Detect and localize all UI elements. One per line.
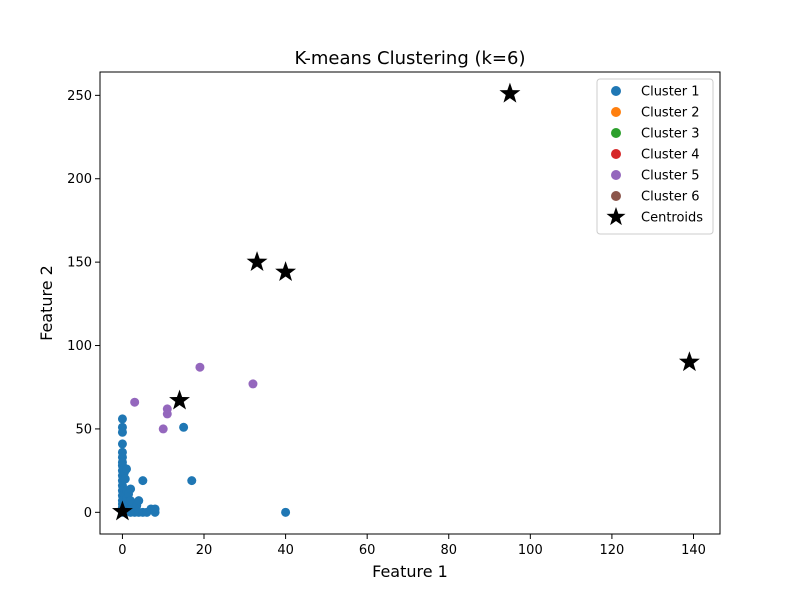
cluster-1-point: [187, 476, 197, 486]
legend-label-cluster-1: Cluster 1: [641, 85, 700, 100]
legend-marker-cluster-5: [611, 170, 621, 180]
cluster-1-point: [126, 484, 136, 494]
cluster-1-point: [117, 439, 127, 449]
x-tick-label: 120: [599, 543, 624, 558]
legend-box: [596, 78, 714, 235]
legend-marker-cluster-4: [611, 149, 621, 159]
y-tick-label: 250: [67, 89, 92, 104]
plot-frame: [99, 71, 721, 535]
y-tick-label: 0: [84, 506, 92, 521]
cluster-1-point: [150, 504, 160, 514]
cluster-5-point: [130, 397, 140, 407]
x-tick-label: 0: [118, 543, 126, 558]
x-axis-label: Feature 1: [372, 562, 448, 581]
y-tick-label: 100: [67, 339, 92, 354]
centroid-marker: [246, 251, 268, 272]
legend-marker-cluster-2: [611, 107, 621, 117]
centroid-marker: [275, 261, 297, 282]
legend-marker-cluster-3: [611, 128, 621, 138]
cluster-5-point: [248, 379, 258, 389]
cluster-1-point: [117, 427, 127, 437]
legend-label-cluster-6: Cluster 6: [641, 190, 700, 205]
x-tick-label: 80: [440, 543, 457, 558]
y-tick-label: 200: [67, 172, 92, 187]
y-tick-label: 50: [75, 422, 92, 437]
cluster-5-point: [162, 404, 172, 414]
cluster-1-point: [117, 414, 127, 424]
chart-title: K-means Clustering (k=6): [294, 48, 525, 69]
cluster-1-point: [120, 474, 130, 484]
cluster-1-point: [134, 496, 144, 506]
y-tick-label: 150: [67, 256, 92, 271]
cluster-1-point: [122, 464, 132, 474]
centroid-marker: [499, 82, 521, 103]
centroid-marker: [111, 500, 133, 521]
centroid-marker: [678, 351, 700, 372]
cluster-5-point: [158, 424, 168, 434]
legend-marker-centroids: [606, 207, 626, 226]
y-axis-label: Feature 2: [37, 265, 56, 341]
legend-label-cluster-3: Cluster 3: [641, 127, 700, 142]
legend-marker-cluster-1: [611, 86, 621, 96]
y-axis-ticks: 0 50 100 150 200 250: [67, 89, 100, 521]
centroid-marker: [169, 389, 190, 410]
legend-label-cluster-5: Cluster 5: [641, 169, 700, 184]
cluster-1-point: [281, 507, 291, 517]
legend-label-cluster-4: Cluster 4: [641, 148, 700, 163]
legend-label-centroids: Centroids: [641, 211, 703, 226]
legend-label-cluster-2: Cluster 2: [641, 106, 700, 121]
x-tick-label: 140: [681, 543, 706, 558]
points-layer: [111, 82, 700, 521]
cluster-5-point: [195, 362, 205, 372]
x-tick-label: 60: [359, 543, 376, 558]
x-tick-label: 100: [518, 543, 543, 558]
legend-marker-cluster-6: [611, 191, 621, 201]
legend: Cluster 1 Cluster 2 Cluster 3 Cluster 4 Clus…: [596, 78, 714, 235]
x-tick-label: 20: [196, 543, 213, 558]
x-axis-ticks: 0 20 40 60 80 100 120 140: [118, 534, 706, 558]
x-tick-label: 40: [277, 543, 294, 558]
cluster-1-point: [138, 476, 148, 486]
cluster-1-point: [179, 422, 189, 432]
